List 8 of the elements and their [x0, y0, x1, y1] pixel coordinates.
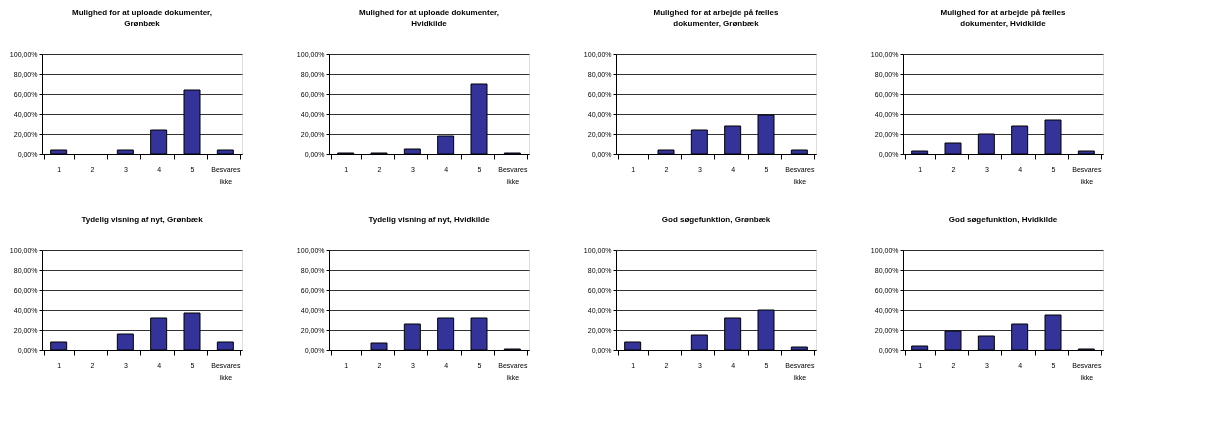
chart-title: Mulighed for at uploade dokumenter, Grønbæk [71, 8, 213, 28]
chart-title: Tydelig visning af nyt, Grønbæk [81, 215, 204, 224]
chart-title: Mulighed for at uploade dokumenter, Hvidkilde [358, 8, 500, 28]
chart-title: Tydelig visning af nyt, Hvidkilde [368, 215, 491, 224]
chart-title: Mulighed for at arbejde på fælles dokumenter, Grønbæk [653, 8, 779, 28]
chart-title: Mulighed for at arbejde på fælles dokumenter, Hvidkilde [940, 8, 1066, 28]
chart-title: God søgefunktion, Hvidkilde [948, 215, 1058, 224]
chart-title: God søgefunktion, Grønbæk [661, 215, 771, 224]
